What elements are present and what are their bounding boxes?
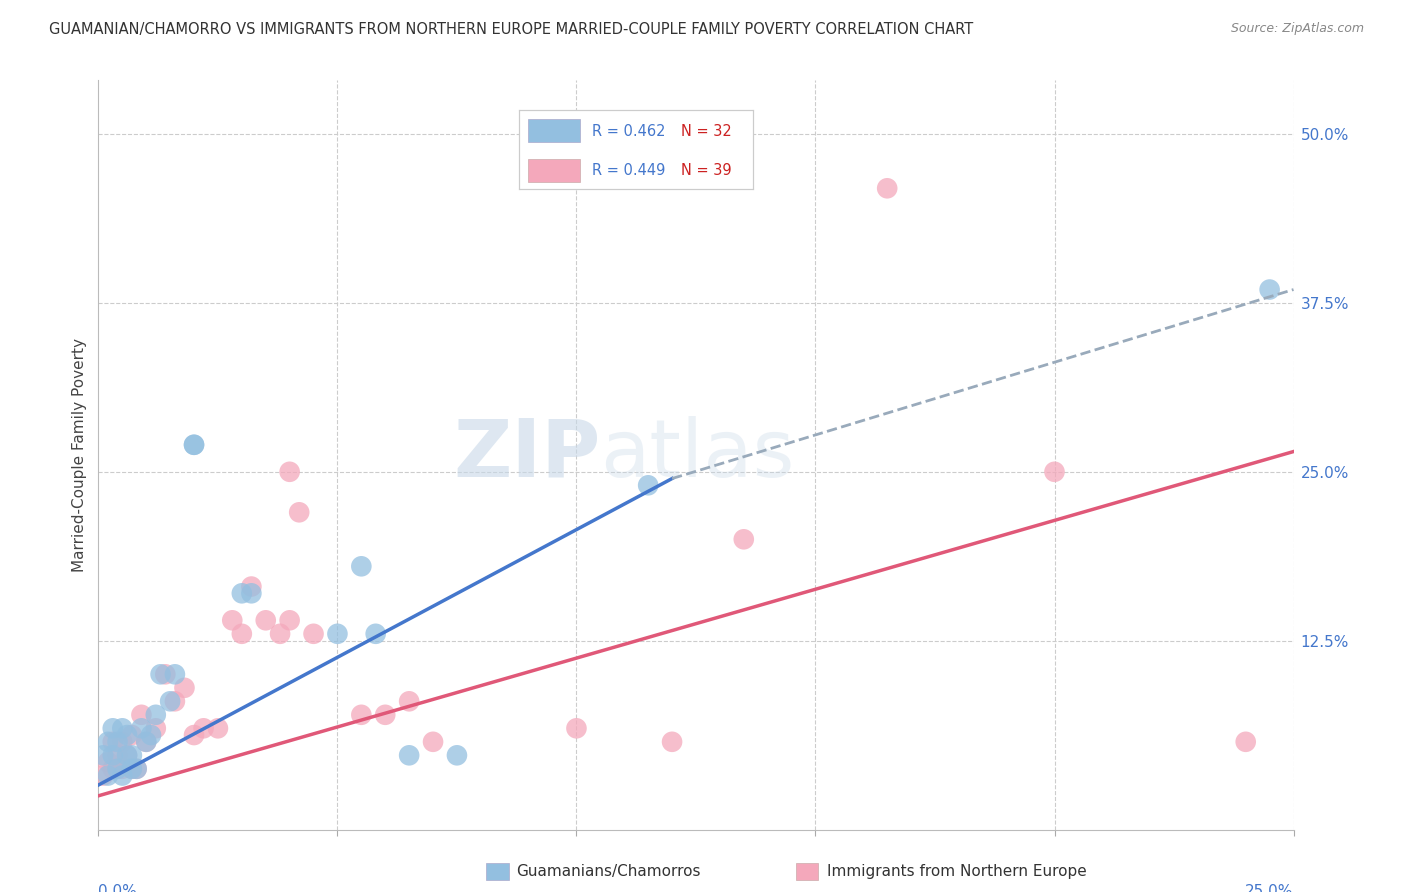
- Bar: [529, 159, 579, 182]
- Point: [278, 613, 301, 627]
- Point: [350, 707, 373, 722]
- Point: [101, 735, 124, 749]
- Point: [145, 721, 167, 735]
- Point: [163, 667, 186, 681]
- Point: [125, 762, 148, 776]
- Point: [661, 735, 683, 749]
- Point: [1234, 735, 1257, 749]
- Point: [183, 728, 205, 742]
- Point: [254, 613, 277, 627]
- Text: Immigrants from Northern Europe: Immigrants from Northern Europe: [827, 864, 1087, 879]
- Point: [91, 768, 114, 782]
- Point: [107, 735, 129, 749]
- Text: Source: ZipAtlas.com: Source: ZipAtlas.com: [1230, 22, 1364, 36]
- Point: [135, 735, 157, 749]
- Point: [398, 748, 420, 763]
- Point: [131, 721, 153, 735]
- Point: [183, 438, 205, 452]
- Point: [97, 768, 120, 782]
- Point: [269, 627, 291, 641]
- Point: [101, 748, 124, 763]
- Text: N = 39: N = 39: [681, 163, 731, 178]
- Point: [125, 762, 148, 776]
- Point: [111, 735, 134, 749]
- Point: [101, 762, 124, 776]
- Text: R = 0.449: R = 0.449: [592, 163, 665, 178]
- Bar: [529, 120, 579, 142]
- Point: [107, 748, 129, 763]
- Point: [350, 559, 373, 574]
- Point: [173, 681, 195, 695]
- Point: [121, 762, 143, 776]
- Point: [183, 438, 205, 452]
- Point: [326, 627, 349, 641]
- Point: [422, 735, 444, 749]
- Text: atlas: atlas: [600, 416, 794, 494]
- Point: [111, 721, 134, 735]
- Point: [121, 762, 143, 776]
- Point: [145, 707, 167, 722]
- Point: [115, 748, 138, 763]
- Point: [398, 694, 420, 708]
- Point: [107, 762, 129, 776]
- Point: [876, 181, 898, 195]
- Point: [374, 707, 396, 722]
- Point: [637, 478, 659, 492]
- Point: [221, 613, 243, 627]
- Point: [193, 721, 215, 735]
- Point: [115, 728, 138, 742]
- Point: [135, 735, 157, 749]
- Point: [231, 586, 253, 600]
- Text: Guamanians/Chamorros: Guamanians/Chamorros: [516, 864, 700, 879]
- Point: [101, 721, 124, 735]
- Point: [240, 586, 263, 600]
- Text: R = 0.462: R = 0.462: [592, 123, 665, 138]
- Text: 0.0%: 0.0%: [98, 884, 138, 892]
- Point: [163, 694, 186, 708]
- Text: GUAMANIAN/CHAMORRO VS IMMIGRANTS FROM NORTHERN EUROPE MARRIED-COUPLE FAMILY POVE: GUAMANIAN/CHAMORRO VS IMMIGRANTS FROM NO…: [49, 22, 973, 37]
- Y-axis label: Married-Couple Family Poverty: Married-Couple Family Poverty: [72, 338, 87, 572]
- Point: [446, 748, 468, 763]
- Point: [97, 755, 120, 769]
- Point: [155, 667, 177, 681]
- Point: [733, 533, 755, 547]
- Point: [565, 721, 588, 735]
- Point: [278, 465, 301, 479]
- Point: [139, 728, 162, 742]
- Point: [302, 627, 325, 641]
- Point: [364, 627, 387, 641]
- Point: [115, 748, 138, 763]
- Point: [240, 580, 263, 594]
- Point: [91, 748, 114, 763]
- Point: [131, 707, 153, 722]
- Point: [111, 768, 134, 782]
- Point: [1258, 283, 1281, 297]
- Point: [121, 728, 143, 742]
- Point: [111, 762, 134, 776]
- Point: [149, 667, 172, 681]
- Point: [231, 627, 253, 641]
- Text: N = 32: N = 32: [681, 123, 731, 138]
- Point: [207, 721, 229, 735]
- Point: [159, 694, 181, 708]
- Point: [288, 505, 311, 519]
- Text: ZIP: ZIP: [453, 416, 600, 494]
- Point: [121, 748, 143, 763]
- Text: 25.0%: 25.0%: [1246, 884, 1294, 892]
- Point: [1043, 465, 1066, 479]
- Point: [97, 735, 120, 749]
